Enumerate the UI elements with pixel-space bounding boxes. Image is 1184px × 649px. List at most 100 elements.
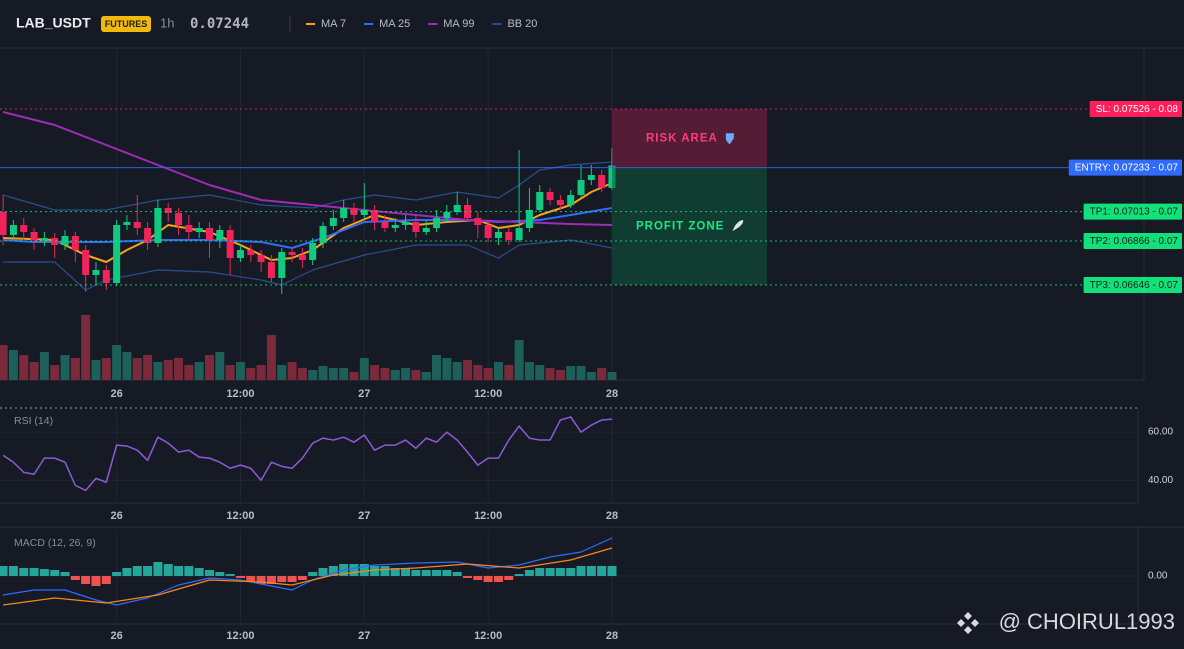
histogram-bar <box>266 576 276 584</box>
volume-bar <box>215 352 225 380</box>
histogram-bar <box>370 566 380 576</box>
candle-body <box>536 192 544 210</box>
candle-body <box>443 212 451 218</box>
histogram-bar <box>215 572 225 576</box>
candle-body <box>567 195 575 205</box>
candle-body <box>20 225 28 232</box>
histogram-bar <box>256 576 266 584</box>
histogram-bar <box>60 572 70 576</box>
level-label: TP3: 0.06646 - 0.07 <box>1090 280 1179 291</box>
histogram-bar <box>442 570 452 576</box>
histogram-bar <box>8 566 18 576</box>
candle-body <box>464 205 471 218</box>
histogram-bar <box>174 566 184 576</box>
candle-body <box>350 208 358 215</box>
last-price: 0.07244 <box>190 16 249 32</box>
histogram-bar <box>81 576 91 584</box>
candle-body <box>587 175 595 180</box>
candle-body <box>195 228 203 232</box>
volume-bar <box>576 366 586 380</box>
volume-bar <box>473 365 483 380</box>
volume-bar <box>339 368 349 380</box>
candle-body <box>40 238 48 240</box>
volume-bar <box>586 372 596 380</box>
volume-bar <box>143 355 153 380</box>
volume-bar <box>122 352 132 380</box>
volume-bar <box>246 368 256 380</box>
volume-bar <box>153 362 163 380</box>
level-label-background <box>1068 159 1182 176</box>
volume-bar <box>184 365 194 380</box>
candle-body <box>185 225 193 232</box>
symbol: LAB_USDT <box>16 15 91 31</box>
candle-body <box>474 218 482 225</box>
candle-body <box>402 222 410 225</box>
candle-body <box>371 210 379 222</box>
legend-label: MA 25 <box>379 18 410 30</box>
x-tick-label: 12:00 <box>226 388 254 400</box>
volume-bar <box>308 370 318 380</box>
candle-body <box>30 232 38 240</box>
badge: FUTURES <box>105 19 148 29</box>
histogram-bar <box>555 568 565 576</box>
level-label: SL: 0.07526 - 0.08 <box>1096 104 1179 115</box>
histogram-bar <box>586 566 596 576</box>
volume-bar <box>194 362 204 380</box>
volume-bar <box>205 355 214 380</box>
candle-body <box>175 213 183 225</box>
x-tick-label: 28 <box>606 630 618 642</box>
candle-body <box>267 262 275 278</box>
histogram-bar <box>39 569 49 576</box>
candle-body <box>381 222 389 228</box>
volume-bar <box>50 365 60 380</box>
candle-body <box>92 270 100 275</box>
histogram-bar <box>143 566 153 576</box>
candle-body <box>484 225 492 238</box>
volume-bar <box>0 345 8 380</box>
histogram-bar <box>101 576 111 584</box>
candle-body <box>278 252 286 278</box>
histogram-bar <box>194 568 204 576</box>
histogram-bar <box>287 576 297 582</box>
histogram-bar <box>545 568 555 576</box>
volume-bar <box>112 345 122 380</box>
candle-body <box>329 218 337 226</box>
histogram-bar <box>607 566 617 576</box>
histogram-bar <box>411 570 421 576</box>
volume-bar <box>349 372 359 380</box>
plot <box>0 111 617 606</box>
histogram-bar <box>50 570 60 576</box>
legend-label: MA 7 <box>321 18 346 30</box>
candle-body <box>123 222 131 225</box>
volume-bar <box>297 368 307 380</box>
candle-body <box>206 228 213 240</box>
histogram-bar <box>225 574 235 576</box>
histogram-bar <box>163 564 173 576</box>
pane-title: MACD (12, 26, 9) <box>14 537 96 549</box>
candle-body <box>422 228 430 232</box>
volume-bar <box>504 365 514 380</box>
volume-bar <box>535 365 545 380</box>
volume-bar <box>163 360 173 380</box>
candle-body <box>247 250 255 255</box>
zone-label: RISK AREA <box>646 132 718 144</box>
y-tick-label: 60.00 <box>1148 427 1173 438</box>
watermark-logo <box>957 612 979 634</box>
zone <box>612 167 767 285</box>
candle-body <box>598 175 606 188</box>
x-tick-label: 12:00 <box>474 388 502 400</box>
y-tick-label: 40.00 <box>1148 475 1173 486</box>
legend-label: MA 99 <box>443 18 474 30</box>
histogram-bar <box>359 564 369 576</box>
x-tick-label: 12:00 <box>226 510 254 522</box>
candle-body <box>546 192 554 200</box>
histogram-bar <box>19 568 29 576</box>
candle-body <box>608 165 616 188</box>
volume-bar <box>91 360 101 380</box>
indicator-line <box>2 416 613 492</box>
level-label-background <box>1089 101 1182 117</box>
x-tick-label: 26 <box>110 388 122 400</box>
